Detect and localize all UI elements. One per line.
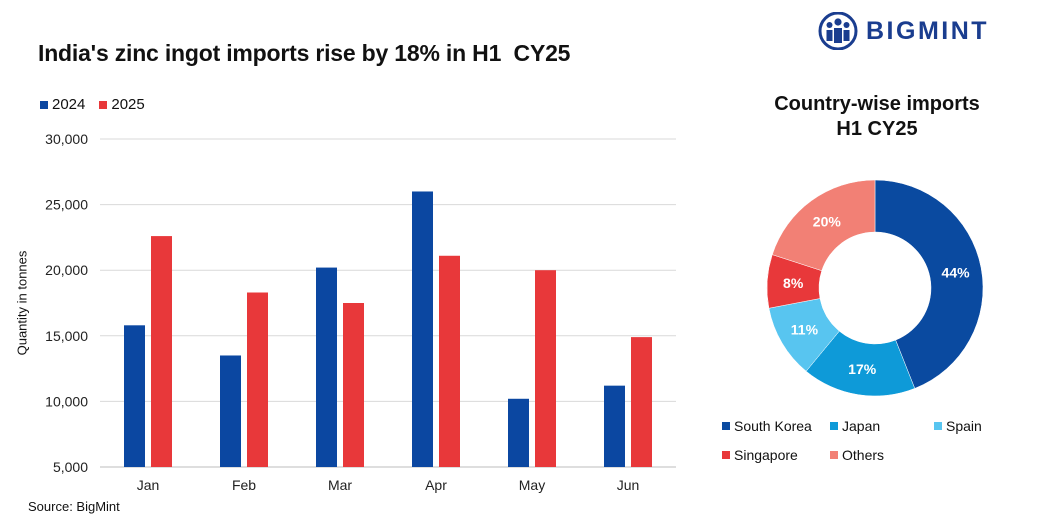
legend-swatch-others [830,451,838,459]
legend-swatch-2025 [99,100,108,109]
bar-2024-mar [316,267,337,467]
y-tick-label: 15,000 [45,328,88,344]
bar-2024-jan [124,325,145,467]
donut-label-singapore: 8% [783,275,804,291]
source-note: Source: BigMint [28,499,120,514]
legend-swatch-japan [830,422,838,430]
legend-label-2025: 2025 [111,96,145,113]
bar-legend: 2024 2025 [40,96,145,113]
donut-slice-south-korea [874,179,984,389]
donut-title-line-2: H1 CY25 [836,118,918,140]
donut-label-others: 20% [813,214,842,230]
bigmint-logo: BIGMINT [818,12,989,50]
chart-title: India's zinc ingot imports rise by 18% i… [38,40,571,66]
legend-swatch-singapore [722,451,730,459]
legend-label-japan: Japan [842,418,881,434]
x-tick-label: Mar [328,477,352,493]
bar-2024-apr [412,191,433,468]
donut-label-japan: 17% [848,361,877,377]
bar-2025-apr [439,255,460,467]
legend-swatch-2024 [40,100,48,109]
x-tick-label: Jan [137,477,160,493]
y-tick-label: 5,000 [53,459,88,475]
donut-label-south-korea: 44% [942,265,971,281]
legend-label-others: Others [842,447,885,463]
donut-legend-item-south-korea: South Korea [722,418,812,434]
legend-swatch-south-korea [722,422,730,430]
bar-2024-feb [220,355,241,467]
bar-2024-jun [604,385,625,467]
x-tick-label: Feb [232,477,256,493]
bar-chart: 5,000 10,000 15,000 20,000 25,000 30,000 Jan Fe… [45,131,676,493]
donut-slice-others [771,179,876,272]
y-tick-label: 25,000 [45,197,88,213]
legend-item-2024: 2024 [40,96,85,113]
legend-label-singapore: Singapore [734,447,798,463]
logo-people-icon [818,12,858,50]
x-tick-label: May [519,477,545,493]
legend-label-2024: 2024 [52,96,86,113]
donut-legend-item-singapore: Singapore [722,447,798,463]
bar-2024-may [508,398,529,467]
y-tick-label: 10,000 [45,393,88,409]
bar-2025-feb [247,292,268,467]
y-tick-label: 30,000 [45,131,88,147]
legend-item-2025: 2025 [99,96,145,113]
legend-label-south-korea: South Korea [734,418,812,434]
x-tick-label: Apr [425,477,447,493]
bar-2025-jan [151,236,172,467]
donut-label-spain: 11% [791,322,819,338]
legend-label-spain: Spain [946,418,982,434]
bar-2025-jun [631,337,652,467]
logo-text: BIGMINT [866,16,990,45]
legend-swatch-spain [934,422,942,430]
donut-legend-item-spain: Spain [934,418,982,434]
y-tick-label: 20,000 [45,262,88,278]
bar-2025-mar [343,303,364,467]
bar-2025-may [535,270,556,467]
donut-legend-item-japan: Japan [830,418,880,434]
donut-title: Country-wise imports H1 CY25 [742,92,1012,142]
x-tick-label: Jun [617,477,640,493]
donut-title-line-1: Country-wise imports [774,93,980,115]
donut-legend-item-others: Others [830,447,884,463]
